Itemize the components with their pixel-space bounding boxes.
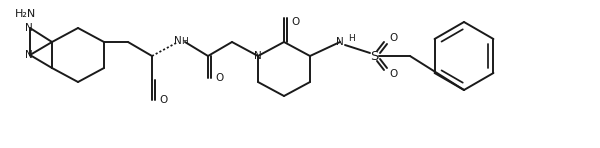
Text: N: N <box>25 50 33 60</box>
Text: N: N <box>25 23 33 33</box>
Text: H: H <box>181 37 188 45</box>
Text: S: S <box>370 49 378 62</box>
Text: N: N <box>336 37 344 47</box>
Text: O: O <box>160 95 168 105</box>
Text: N: N <box>174 36 182 46</box>
Text: N: N <box>254 51 262 61</box>
Text: O: O <box>292 17 300 27</box>
Text: O: O <box>389 33 397 43</box>
Text: O: O <box>216 73 224 83</box>
Text: H₂N: H₂N <box>16 9 37 19</box>
Text: H: H <box>348 33 355 42</box>
Text: O: O <box>389 69 397 79</box>
